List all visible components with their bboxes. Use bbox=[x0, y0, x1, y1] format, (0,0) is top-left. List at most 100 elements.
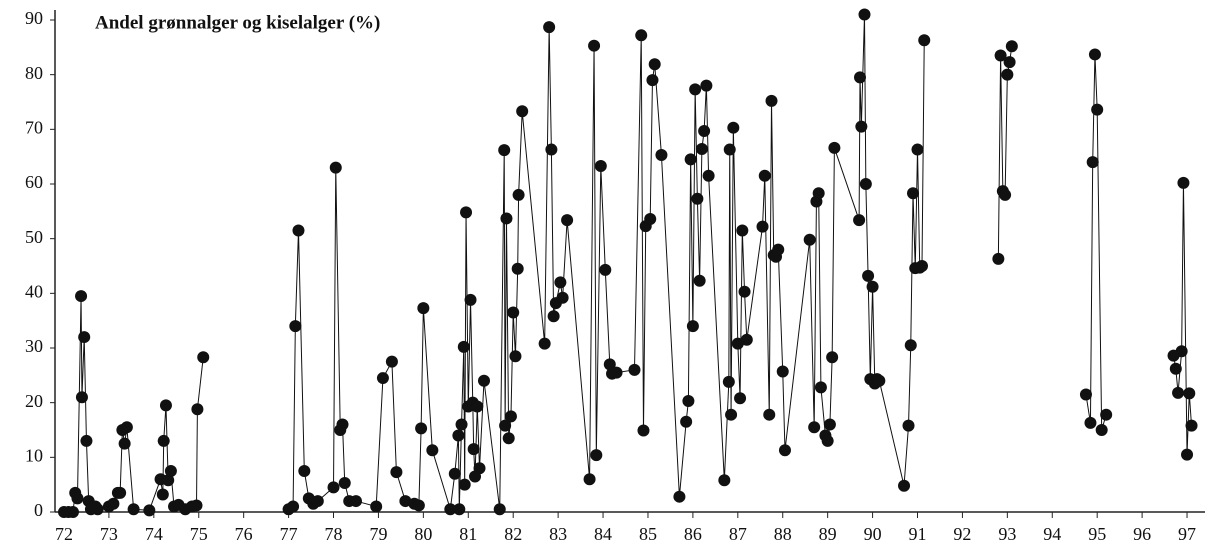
data-point bbox=[473, 462, 486, 475]
data-point bbox=[1084, 416, 1097, 429]
data-point bbox=[594, 159, 607, 172]
data-point bbox=[803, 233, 816, 246]
data-point bbox=[91, 503, 104, 516]
y-tick-label: 90 bbox=[25, 8, 43, 28]
data-point bbox=[992, 252, 1005, 265]
data-point bbox=[370, 500, 383, 513]
y-tick-label: 10 bbox=[25, 445, 43, 465]
data-point bbox=[556, 291, 569, 304]
data-point bbox=[873, 374, 886, 387]
y-tick-label: 0 bbox=[34, 500, 43, 520]
data-point bbox=[772, 243, 785, 256]
x-tick-label: 76 bbox=[235, 524, 253, 544]
data-point bbox=[457, 340, 470, 353]
data-point bbox=[583, 473, 596, 486]
data-point bbox=[821, 434, 834, 447]
data-point bbox=[509, 350, 522, 363]
data-point bbox=[1169, 362, 1182, 375]
data-point bbox=[289, 320, 302, 333]
data-point bbox=[918, 34, 931, 47]
data-point bbox=[765, 94, 778, 107]
chart-title: Andel grønnalger og kiselalger (%) bbox=[95, 12, 380, 33]
data-point bbox=[823, 418, 836, 431]
data-point bbox=[191, 403, 204, 416]
data-point bbox=[118, 437, 131, 450]
data-point bbox=[336, 418, 349, 431]
x-tick-label: 90 bbox=[864, 524, 882, 544]
data-point bbox=[127, 503, 140, 516]
data-point bbox=[590, 449, 603, 462]
data-point bbox=[588, 39, 601, 52]
x-tick-label: 96 bbox=[1133, 524, 1151, 544]
data-point bbox=[471, 400, 484, 413]
data-point bbox=[156, 488, 169, 501]
x-tick-label: 80 bbox=[414, 524, 432, 544]
data-point bbox=[862, 269, 875, 282]
data-point bbox=[390, 466, 403, 479]
data-point bbox=[1172, 386, 1185, 399]
data-point bbox=[1088, 48, 1101, 61]
data-point bbox=[778, 444, 791, 457]
data-point bbox=[460, 206, 473, 219]
data-point bbox=[1095, 424, 1108, 436]
data-point bbox=[1177, 176, 1190, 189]
data-point bbox=[682, 395, 695, 408]
data-point bbox=[693, 274, 706, 287]
data-point bbox=[329, 161, 342, 174]
x-tick-label: 89 bbox=[819, 524, 837, 544]
data-point bbox=[292, 224, 305, 237]
x-tick-label: 75 bbox=[190, 524, 208, 544]
data-point bbox=[412, 499, 425, 512]
data-point bbox=[691, 192, 704, 205]
data-point bbox=[828, 141, 841, 154]
x-tick-label: 86 bbox=[684, 524, 702, 544]
data-point bbox=[994, 49, 1007, 62]
data-point bbox=[385, 355, 398, 368]
y-tick-label: 50 bbox=[25, 227, 43, 247]
data-point bbox=[143, 504, 156, 517]
data-point bbox=[1003, 56, 1016, 69]
data-point bbox=[338, 477, 351, 490]
data-point bbox=[610, 366, 623, 379]
data-point bbox=[554, 276, 567, 289]
data-point bbox=[826, 351, 839, 364]
data-point bbox=[499, 419, 512, 432]
data-point bbox=[75, 290, 88, 303]
data-point bbox=[545, 143, 558, 156]
data-point bbox=[543, 21, 556, 34]
data-point bbox=[561, 214, 574, 227]
data-point bbox=[547, 310, 560, 323]
y-tick-label: 20 bbox=[25, 391, 43, 411]
data-point bbox=[689, 83, 702, 96]
data-point bbox=[75, 391, 88, 404]
data-point bbox=[66, 506, 79, 518]
data-point bbox=[71, 492, 84, 505]
data-point bbox=[159, 399, 172, 412]
data-point bbox=[648, 58, 661, 71]
data-point bbox=[287, 500, 300, 513]
data-point bbox=[467, 443, 480, 456]
data-point bbox=[502, 432, 515, 445]
data-point bbox=[511, 262, 524, 275]
data-point bbox=[444, 503, 457, 516]
data-point bbox=[911, 143, 924, 156]
data-point bbox=[504, 410, 517, 423]
x-tick-label: 92 bbox=[953, 524, 971, 544]
data-point bbox=[1079, 388, 1092, 401]
x-tick-label: 72 bbox=[55, 524, 73, 544]
data-point bbox=[700, 79, 713, 92]
data-point bbox=[1001, 68, 1014, 81]
data-point bbox=[655, 149, 668, 162]
x-tick-label: 97 bbox=[1178, 524, 1196, 544]
data-point bbox=[1183, 387, 1196, 400]
data-point bbox=[1185, 419, 1198, 432]
data-point bbox=[512, 188, 525, 201]
data-point bbox=[478, 374, 491, 387]
data-point bbox=[898, 479, 911, 492]
data-point bbox=[680, 415, 693, 428]
data-point bbox=[858, 8, 871, 21]
data-point bbox=[298, 465, 311, 477]
data-point bbox=[635, 29, 648, 42]
data-point bbox=[740, 333, 753, 346]
